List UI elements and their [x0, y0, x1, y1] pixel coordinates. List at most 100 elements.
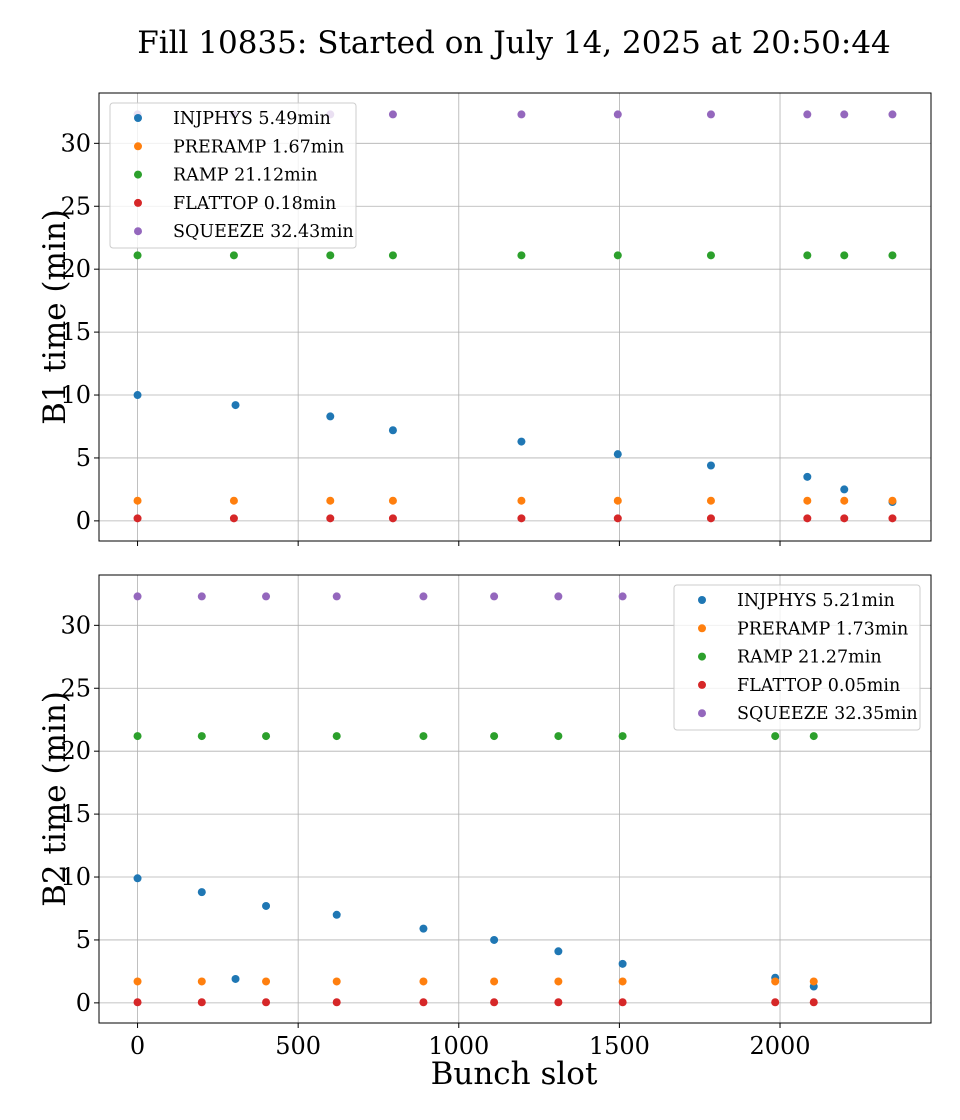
b2-point-flattop [262, 998, 271, 1007]
b1-point-ramp [388, 251, 397, 260]
b1-point-flattop [706, 514, 715, 523]
b1-point-injphys [803, 472, 812, 481]
b1-point-preramp [888, 496, 897, 505]
b1-point-squeeze [706, 110, 715, 119]
b2-series-ramp [133, 732, 818, 741]
b1-point-ramp [613, 251, 622, 260]
b1-point-preramp [229, 496, 238, 505]
b2-point-squeeze [618, 592, 627, 601]
b1-y-tick-label: 0 [76, 507, 91, 535]
b2-x-tick-label: 1500 [589, 1032, 650, 1060]
b2-point-preramp [262, 977, 271, 986]
b1-point-squeeze [888, 110, 897, 119]
b2-point-preramp [197, 977, 206, 986]
b2-legend-box [673, 584, 921, 731]
b1-legend-label-flattop: FLATTOP 0.18min [173, 194, 336, 214]
b1-legend-label-squeeze: SQUEEZE 32.43min [173, 222, 354, 242]
b2-y-tick-label: 20 [60, 737, 91, 765]
b2-point-flattop [809, 998, 818, 1007]
b1-point-ramp [229, 251, 238, 260]
b1-series-injphys [133, 391, 897, 506]
b2-y-tick-label: 30 [60, 611, 91, 639]
b1-y-axis-label: B1 time (min) [37, 209, 73, 425]
b1-point-squeeze [613, 110, 622, 119]
b2-x-tick-label: 500 [275, 1032, 321, 1060]
b1-point-ramp [706, 251, 715, 260]
x-axis-label: Bunch slot [431, 1056, 598, 1092]
b1-series-preramp [133, 496, 897, 505]
b1-panel: 0 5 10 15 20 25 30 INJPHYS 5.49min PRERAMP 1.67… [37, 92, 932, 546]
b1-point-preramp [803, 496, 812, 505]
b1-point-preramp [517, 496, 526, 505]
b2-point-injphys [231, 974, 240, 983]
b2-y-axis-label: B2 time (min) [37, 691, 73, 907]
b2-point-injphys [490, 935, 499, 944]
b2-legend-marker-flattop [698, 680, 706, 689]
b2-x-tick-label: 2000 [749, 1032, 810, 1060]
b2-point-preramp [332, 977, 341, 986]
b2-legend-label-injphys: INJPHYS 5.21min [737, 591, 895, 611]
b2-point-preramp [554, 977, 563, 986]
b2-point-ramp [554, 732, 563, 741]
b2-series-preramp [133, 977, 818, 986]
b2-series-squeeze [133, 592, 627, 601]
b1-legend-marker-ramp [134, 170, 142, 179]
b1-legend: INJPHYS 5.49min PRERAMP 1.67min RAMP 21.12… [109, 102, 357, 249]
b2-y-tick-label: 0 [76, 989, 91, 1017]
b1-legend-marker-injphys [134, 114, 142, 122]
b1-y-tick-label: 10 [60, 381, 91, 409]
b2-series-flattop [133, 998, 818, 1007]
b2-legend-marker-injphys [698, 596, 706, 604]
b2-legend-label-ramp: RAMP 21.27min [737, 648, 882, 668]
b2-legend-marker-ramp [698, 652, 706, 661]
b1-point-injphys [326, 412, 335, 421]
b2-point-preramp [771, 977, 780, 986]
b2-point-flattop [419, 998, 428, 1007]
b1-plot-frame [98, 92, 932, 542]
b1-series-flattop [133, 514, 897, 523]
b1-point-squeeze [517, 110, 526, 119]
b2-point-injphys [262, 901, 271, 910]
b1-point-preramp [706, 496, 715, 505]
b2-point-flattop [618, 998, 627, 1007]
b1-y-tick-label: 15 [60, 318, 91, 346]
b2-point-preramp [809, 977, 818, 986]
b2-x-tick-label: 1000 [428, 1032, 489, 1060]
b2-point-injphys [419, 924, 428, 933]
b1-point-injphys [388, 426, 397, 435]
b1-point-squeeze [840, 110, 849, 119]
b2-plot-frame [98, 574, 932, 1024]
b1-point-flattop [326, 514, 335, 523]
b2-legend-label-flattop: FLATTOP 0.05min [737, 676, 900, 696]
b2-legend-label-squeeze: SQUEEZE 32.35min [737, 704, 918, 724]
b2-point-squeeze [197, 592, 206, 601]
b1-y-tick-label: 20 [60, 255, 91, 283]
b1-point-flattop [803, 514, 812, 523]
b1-legend-marker-flattop [134, 198, 142, 207]
b2-point-preramp [618, 977, 627, 986]
b1-point-preramp [326, 496, 335, 505]
b1-point-ramp [840, 251, 849, 260]
b1-point-injphys [231, 401, 240, 410]
b2-y-tick-label: 15 [60, 800, 91, 828]
b2-point-flattop [554, 998, 563, 1007]
b2-point-flattop [490, 998, 499, 1007]
b1-point-flattop [229, 514, 238, 523]
b2-point-ramp [809, 732, 818, 741]
b2-point-squeeze [262, 592, 271, 601]
b2-point-ramp [490, 732, 499, 741]
b1-point-ramp [517, 251, 526, 260]
b2-point-flattop [332, 998, 341, 1007]
b2-point-flattop [197, 998, 206, 1007]
b1-legend-box [109, 102, 357, 249]
b1-point-flattop [517, 514, 526, 523]
b1-series-ramp [133, 251, 897, 260]
b2-point-squeeze [490, 592, 499, 601]
b1-point-preramp [388, 496, 397, 505]
b1-y-tick-label: 30 [60, 129, 91, 157]
b1-point-ramp [133, 251, 142, 260]
b1-legend-label-ramp: RAMP 21.12min [173, 166, 318, 186]
b2-panel: 0 500 1000 1500 2000 0 5 10 15 20 25 30 INJPHYS 5.2… [37, 574, 932, 1060]
b2-point-ramp [332, 732, 341, 741]
b2-legend-marker-squeeze [698, 709, 706, 718]
